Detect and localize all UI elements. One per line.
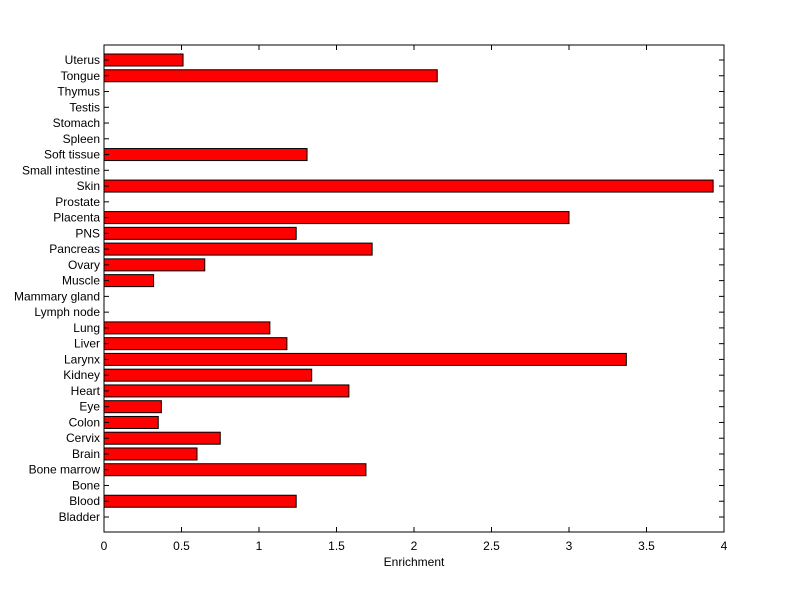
y-tick-label-placenta: Placenta — [53, 211, 100, 225]
bar-soft-tissue — [103, 148, 308, 162]
x-tick-label-1: 0.5 — [173, 539, 190, 553]
y-tick-label-stomach: Stomach — [53, 116, 100, 130]
y-tick-label-testis: Testis — [69, 100, 100, 114]
bar-eye — [103, 400, 162, 414]
y-tick-label-pancreas: Pancreas — [49, 242, 100, 256]
y-tick-label-lung: Lung — [73, 321, 100, 335]
x-tick-label-4: 2 — [411, 539, 418, 553]
bar-colon — [103, 415, 159, 429]
y-tick-label-pns: PNS — [75, 226, 100, 240]
y-tick-label-bladder: Bladder — [59, 510, 100, 524]
bar-pns — [103, 226, 297, 240]
bar-ovary — [103, 258, 206, 272]
y-tick-label-soft-tissue: Soft tissue — [44, 148, 100, 162]
bar-uterus — [103, 53, 184, 67]
y-tick-label-kidney: Kidney — [63, 368, 100, 382]
x-axis-title: Enrichment — [384, 555, 445, 569]
bar-bone-marrow — [103, 463, 367, 477]
bar-pancreas — [103, 242, 373, 256]
y-tick-label-liver: Liver — [74, 337, 100, 351]
y-tick-label-spleen: Spleen — [63, 132, 100, 146]
y-tick-label-bone: Bone — [72, 478, 100, 492]
x-tick-label-3: 1.5 — [328, 539, 345, 553]
y-tick-label-heart: Heart — [71, 384, 101, 398]
x-tick-label-5: 2.5 — [483, 539, 500, 553]
x-tick-label-8: 4 — [721, 539, 728, 553]
bar-kidney — [103, 368, 313, 382]
y-tick-label-skin: Skin — [77, 179, 100, 193]
y-tick-label-tongue: Tongue — [61, 69, 101, 83]
y-tick-label-larynx: Larynx — [64, 352, 100, 366]
y-tick-label-muscle: Muscle — [62, 274, 100, 288]
plot-frame — [103, 44, 725, 533]
y-tick-label-lymph-node: Lymph node — [34, 305, 100, 319]
bar-heart — [103, 384, 350, 398]
bar-cervix — [103, 431, 221, 445]
x-tick-label-7: 3.5 — [638, 539, 655, 553]
y-tick-label-ovary: Ovary — [68, 258, 100, 272]
bar-brain — [103, 447, 198, 461]
x-tick-label-2: 1 — [256, 539, 263, 553]
bar-tongue — [103, 69, 438, 83]
y-tick-label-thymus: Thymus — [57, 85, 100, 99]
y-tick-label-brain: Brain — [72, 447, 100, 461]
y-tick-label-mammary-gland: Mammary gland — [14, 289, 100, 303]
x-tick-label-0: 0 — [101, 539, 108, 553]
bar-placenta — [103, 211, 570, 225]
y-tick-label-prostate: Prostate — [55, 195, 100, 209]
bar-lung — [103, 321, 271, 335]
bar-skin — [103, 179, 714, 193]
plot-area — [104, 45, 724, 532]
y-tick-label-bone-marrow: Bone marrow — [29, 463, 101, 477]
y-tick-label-small-intestine: Small intestine — [22, 163, 100, 177]
y-tick-label-blood: Blood — [69, 494, 100, 508]
bar-muscle — [103, 274, 155, 288]
y-tick-label-uterus: Uterus — [65, 53, 100, 67]
bar-liver — [103, 337, 288, 351]
x-tick-label-6: 3 — [566, 539, 573, 553]
bar-blood — [103, 494, 297, 508]
y-tick-label-colon: Colon — [69, 415, 100, 429]
bar-larynx — [103, 352, 627, 366]
y-tick-label-cervix: Cervix — [66, 431, 100, 445]
y-tick-label-eye: Eye — [79, 400, 100, 414]
